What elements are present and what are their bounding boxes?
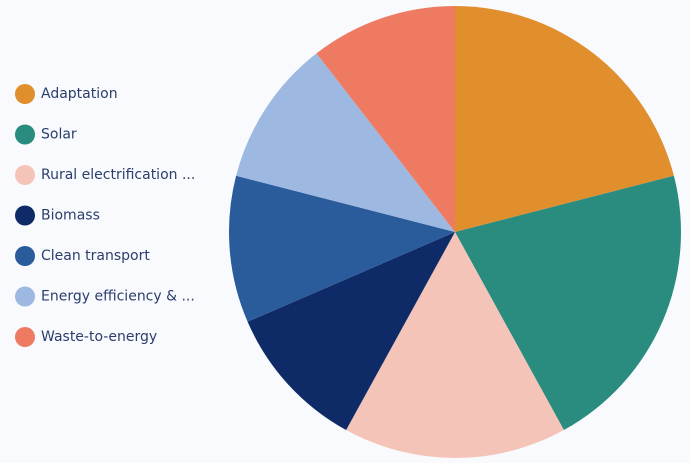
- legend-label: Biomass: [41, 208, 100, 224]
- legend-swatch: [15, 205, 35, 226]
- pie-slice: [455, 175, 681, 431]
- pie-slice: [228, 175, 455, 322]
- legend-swatch: [15, 327, 35, 347]
- legend-swatch: [15, 124, 35, 145]
- legend-swatch: [15, 246, 35, 266]
- pie-slice: [247, 232, 455, 431]
- pie-slice: [236, 53, 455, 232]
- legend-label: Adaptation: [41, 86, 118, 102]
- legend-swatch: [15, 165, 35, 185]
- legend-label: Solar: [41, 127, 77, 143]
- legend-label: Waste-to-energy: [41, 329, 157, 345]
- legend-swatch: [15, 286, 35, 307]
- legend-label: Rural electrification ...: [41, 167, 195, 183]
- pie-slice: [316, 6, 455, 232]
- legend-label: Energy efficiency & ...: [41, 289, 195, 305]
- pie-slice: [455, 6, 674, 232]
- legend-swatch: [15, 84, 35, 104]
- pie-slice: [346, 232, 564, 458]
- legend-label: Clean transport: [41, 248, 150, 264]
